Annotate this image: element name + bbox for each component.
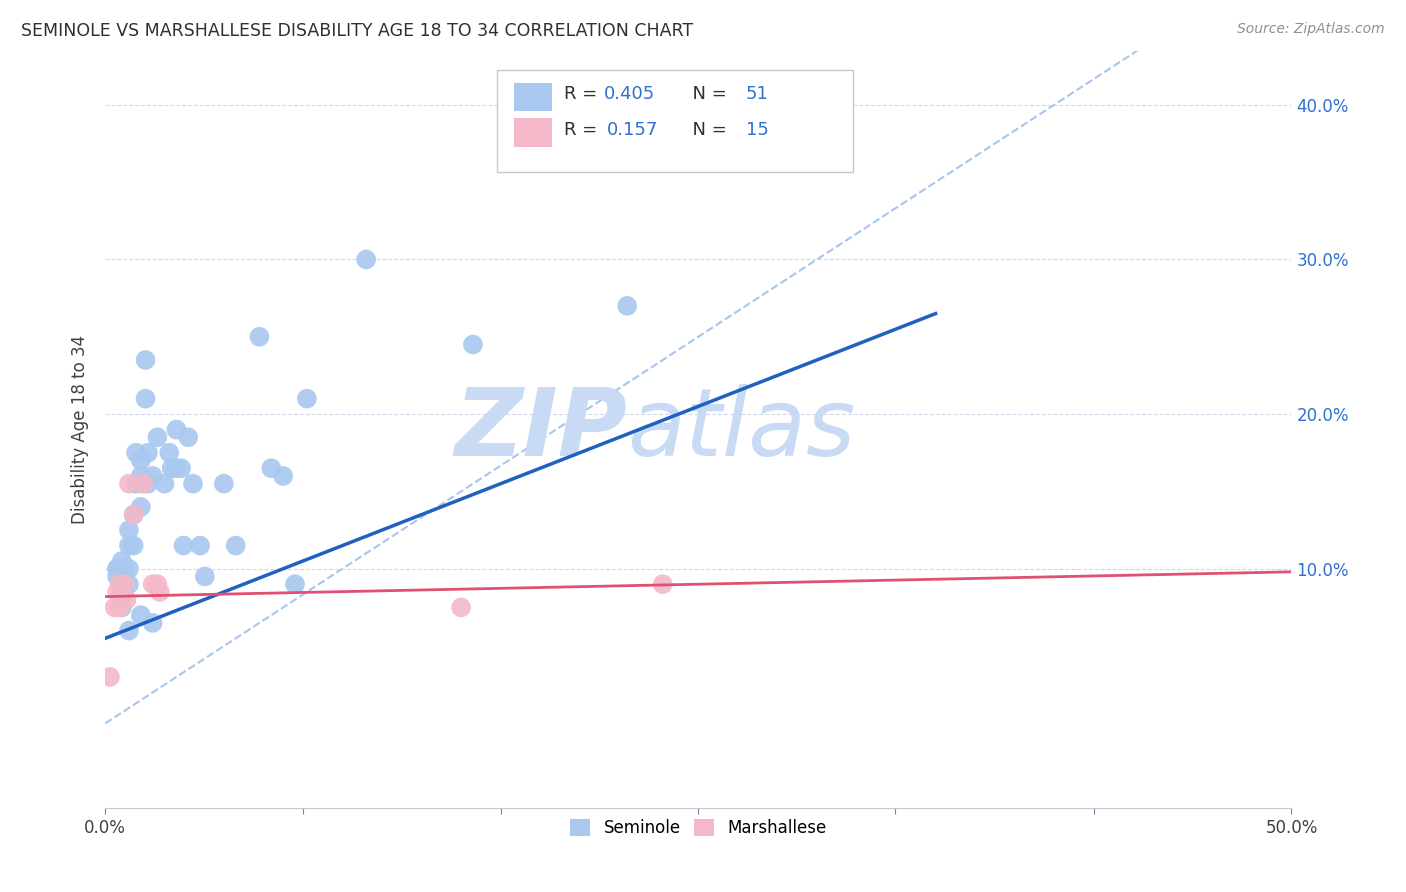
Point: [129, 453, 152, 467]
Point: [108, 577, 131, 591]
Point: [111, 585, 134, 599]
Point: [146, 577, 169, 591]
Text: 0.405: 0.405: [603, 85, 655, 103]
Point: [118, 523, 141, 537]
Point: [177, 430, 200, 444]
Point: [146, 430, 169, 444]
Text: R =: R =: [564, 121, 609, 139]
Point: [142, 469, 165, 483]
Point: [284, 577, 307, 591]
Point: [118, 577, 141, 591]
FancyBboxPatch shape: [515, 118, 553, 147]
Text: 51: 51: [745, 85, 769, 103]
Point: [112, 577, 135, 591]
Point: [153, 476, 176, 491]
Point: [616, 299, 638, 313]
Point: [135, 392, 157, 406]
Point: [271, 469, 294, 483]
Point: [111, 600, 134, 615]
FancyBboxPatch shape: [496, 70, 852, 172]
Text: R =: R =: [564, 85, 603, 103]
Text: atlas: atlas: [627, 384, 855, 475]
Point: [118, 539, 141, 553]
Point: [112, 585, 135, 599]
Text: Source: ZipAtlas.com: Source: ZipAtlas.com: [1237, 22, 1385, 37]
Point: [136, 476, 159, 491]
Point: [181, 476, 204, 491]
Point: [160, 461, 183, 475]
Point: [188, 539, 211, 553]
Text: ZIP: ZIP: [454, 384, 627, 475]
Point: [354, 252, 377, 267]
Point: [98, 670, 121, 684]
Point: [118, 624, 141, 638]
Point: [260, 461, 283, 475]
Point: [135, 353, 157, 368]
Point: [122, 508, 145, 522]
Point: [225, 539, 247, 553]
Point: [212, 476, 235, 491]
Point: [194, 569, 217, 583]
Point: [142, 615, 165, 630]
Point: [105, 585, 128, 599]
Point: [105, 562, 128, 576]
Point: [295, 392, 318, 406]
Point: [165, 423, 187, 437]
Point: [165, 461, 187, 475]
Point: [118, 562, 141, 576]
Point: [105, 562, 128, 576]
Point: [450, 600, 472, 615]
Y-axis label: Disability Age 18 to 34: Disability Age 18 to 34: [72, 335, 89, 524]
Point: [461, 337, 484, 351]
Text: SEMINOLE VS MARSHALLESE DISABILITY AGE 18 TO 34 CORRELATION CHART: SEMINOLE VS MARSHALLESE DISABILITY AGE 1…: [21, 22, 693, 40]
Point: [157, 446, 180, 460]
Legend: Seminole, Marshallese: Seminole, Marshallese: [562, 811, 835, 846]
Point: [122, 539, 145, 553]
Point: [111, 569, 134, 583]
Point: [111, 554, 134, 568]
Point: [125, 446, 148, 460]
Text: 15: 15: [745, 121, 769, 139]
Point: [118, 476, 141, 491]
Text: N =: N =: [681, 85, 733, 103]
Point: [115, 592, 138, 607]
Point: [170, 461, 193, 475]
Point: [651, 577, 673, 591]
Point: [125, 476, 148, 491]
Point: [142, 577, 165, 591]
Point: [108, 600, 131, 615]
FancyBboxPatch shape: [515, 82, 553, 112]
Point: [129, 469, 152, 483]
Point: [112, 562, 135, 576]
Point: [249, 330, 271, 344]
Point: [122, 508, 145, 522]
Point: [132, 476, 155, 491]
Text: 0.157: 0.157: [607, 121, 658, 139]
Point: [149, 585, 172, 599]
Point: [129, 500, 152, 514]
Text: N =: N =: [681, 121, 733, 139]
Point: [105, 569, 128, 583]
Point: [104, 600, 127, 615]
Point: [136, 446, 159, 460]
Point: [129, 608, 152, 623]
Point: [173, 539, 195, 553]
